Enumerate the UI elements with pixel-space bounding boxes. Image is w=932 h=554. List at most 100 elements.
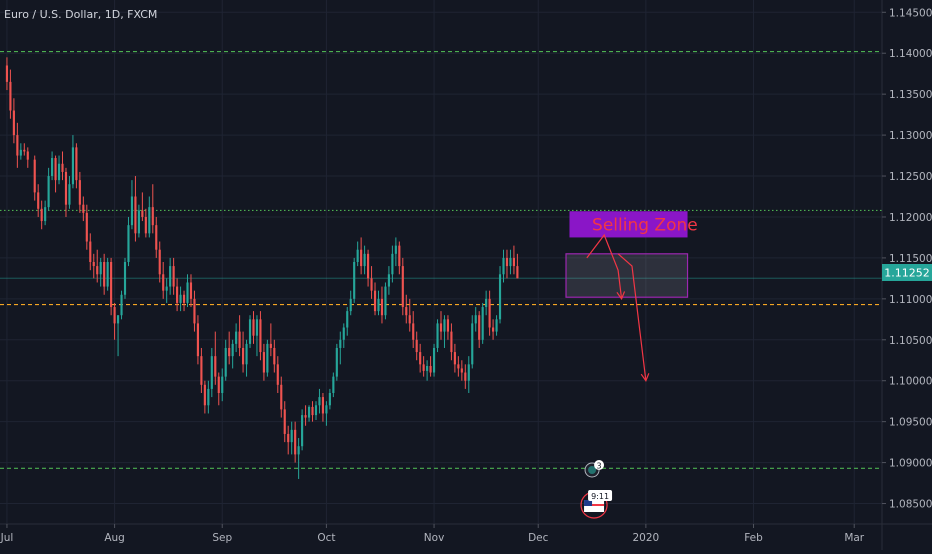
candle-body xyxy=(457,364,460,369)
event-count-badge xyxy=(594,460,605,470)
grid-lines xyxy=(0,0,882,524)
candle-body xyxy=(467,364,470,381)
selling-zone-box[interactable] xyxy=(569,211,688,238)
candle-body xyxy=(54,158,57,181)
candle-body xyxy=(314,405,318,416)
y-tick-labels: 1.14500 1.14000 1.13500 1.13000 1.12500 1.120… xyxy=(882,7,932,511)
candle-body xyxy=(19,149,22,156)
candle-body xyxy=(231,343,234,357)
candlestick-series xyxy=(5,57,519,479)
candle-body xyxy=(23,149,26,152)
candle-body xyxy=(516,266,519,279)
candle-body xyxy=(26,151,29,160)
candle-body xyxy=(509,257,512,267)
y-tick-label: 1.09500 xyxy=(889,417,932,429)
candle-body xyxy=(453,352,456,365)
candle-body xyxy=(370,278,373,291)
candle-body xyxy=(78,180,81,205)
candle-body xyxy=(353,262,356,299)
candle-body xyxy=(502,257,505,275)
candle-body xyxy=(259,319,262,353)
candle-body xyxy=(387,274,390,287)
candle-body xyxy=(262,352,265,373)
candle-body xyxy=(287,433,290,443)
candle-body xyxy=(5,65,9,82)
candle-body xyxy=(116,315,120,324)
arrow-path[interactable] xyxy=(617,253,647,381)
candle-body xyxy=(436,323,439,348)
candle-body xyxy=(162,274,165,291)
candle-body xyxy=(321,397,325,414)
y-tick-label: 1.09000 xyxy=(889,458,932,470)
candle-body xyxy=(221,376,224,393)
candle-body xyxy=(273,347,276,365)
candle-body xyxy=(165,286,168,291)
candle-body xyxy=(82,204,85,213)
candle-body xyxy=(134,196,137,234)
candle-body xyxy=(488,298,491,328)
candle-body xyxy=(401,266,404,308)
candle-body xyxy=(304,415,307,418)
candle-body xyxy=(464,372,467,381)
current-price-tag-bg xyxy=(882,264,932,281)
candle-body xyxy=(301,415,304,447)
candle-body xyxy=(96,266,99,275)
x-tick-label: Dec xyxy=(528,532,549,544)
candle-body xyxy=(346,311,349,328)
candle-body xyxy=(106,262,109,287)
candle-body xyxy=(332,376,335,393)
candle-body xyxy=(380,298,384,316)
candle-body xyxy=(429,365,432,373)
candle-body xyxy=(349,298,352,312)
us-flag-canton-icon xyxy=(584,500,593,506)
candle-body xyxy=(40,208,43,222)
candle-body xyxy=(172,266,175,287)
candle-body xyxy=(474,315,477,324)
candle-body xyxy=(169,266,172,287)
candle-body xyxy=(189,282,193,299)
candle-body xyxy=(443,319,446,332)
candle-body xyxy=(193,298,196,324)
candle-body xyxy=(44,207,47,222)
current-price-tag: 1.11252 xyxy=(882,264,932,281)
candle-body xyxy=(478,315,481,340)
y-tick-label: 1.13500 xyxy=(889,89,932,101)
x-tick-label: Sep xyxy=(212,532,232,544)
arrow-head xyxy=(640,373,650,382)
candle-body xyxy=(412,323,415,340)
x-tick-label: Jul xyxy=(0,532,13,544)
x-tick-labels: Jul Aug Sep Oct Nov Dec 2020 Feb Mar xyxy=(0,524,865,544)
y-tick-label: 1.11500 xyxy=(889,253,932,265)
candle-body xyxy=(144,216,147,234)
candle-body xyxy=(155,225,158,250)
candle-body xyxy=(37,192,40,209)
candle-body xyxy=(176,286,179,303)
candle-body xyxy=(228,347,231,357)
event-time-label: 9:11 xyxy=(591,492,609,501)
candle-body xyxy=(89,241,92,262)
x-tick-label: Nov xyxy=(424,532,445,544)
y-tick-label: 1.14000 xyxy=(889,48,932,60)
x-tick-label: Feb xyxy=(744,532,763,544)
y-tick-label: 1.10500 xyxy=(889,335,932,347)
candle-body xyxy=(99,262,102,275)
y-tick-label: 1.12500 xyxy=(889,171,932,183)
y-tick-label: 1.10000 xyxy=(889,376,932,388)
candle-body xyxy=(241,347,245,365)
candle-body xyxy=(158,249,161,275)
candle-body xyxy=(238,331,241,348)
arrow-path[interactable] xyxy=(586,233,623,299)
candle-body xyxy=(255,319,259,336)
candle-body xyxy=(248,319,252,344)
candle-body xyxy=(419,352,422,365)
candle-body xyxy=(426,365,429,371)
news-event-dot xyxy=(588,466,597,474)
candle-body xyxy=(137,210,140,234)
candle-body xyxy=(377,298,380,312)
candle-body xyxy=(360,249,363,267)
arrow-head xyxy=(616,291,626,301)
range-box[interactable] xyxy=(565,253,689,298)
candle-body xyxy=(200,356,203,385)
